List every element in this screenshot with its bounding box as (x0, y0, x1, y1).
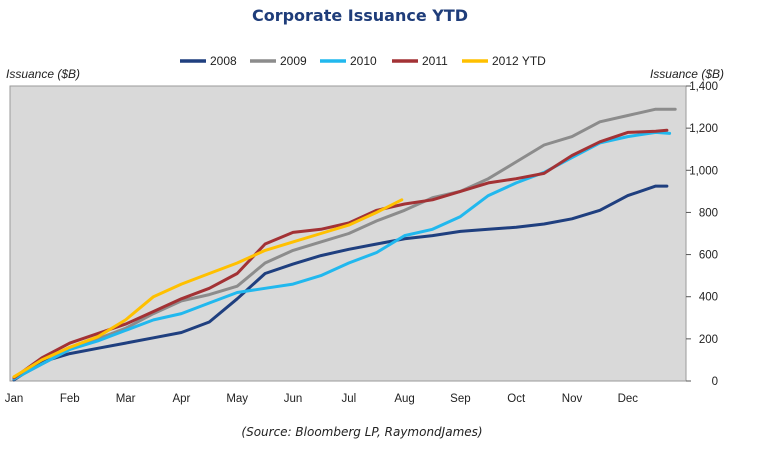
series-line-2012-ytd (12, 198, 404, 379)
x-tick-label: Sep (450, 393, 470, 405)
x-axis-ticks: Jan Feb Mar Apr May Jun Jul Aug Sep Oct Nov Dec (5, 393, 639, 405)
legend-label: 2008 (210, 54, 237, 68)
y-tick-label: 600 (699, 250, 718, 262)
legend: 2008 2009 2010 2011 2012 YTD (180, 54, 546, 68)
series-line-2009 (12, 107, 677, 381)
x-tick-label: Apr (172, 393, 190, 405)
y-tick-label: 800 (699, 207, 718, 219)
y-axis-label-right: Issuance ($B) (650, 67, 724, 81)
x-tick-label: Dec (618, 393, 639, 405)
y-axis-label-left: Issuance ($B) (6, 67, 80, 81)
y-axis-ticks: 0 200 400 600 800 1,000 1,200 1,400 (686, 81, 718, 388)
x-tick-label: Oct (507, 393, 526, 405)
x-tick-label: Feb (60, 393, 80, 405)
y-tick-label: 400 (699, 292, 718, 304)
series-line-2010 (12, 130, 672, 381)
y-tick-label: 1,200 (689, 123, 718, 135)
x-tick-label: Jun (284, 393, 303, 405)
x-tick-label: Nov (562, 393, 583, 405)
y-tick-label: 200 (699, 334, 718, 346)
legend-label: 2010 (350, 54, 377, 68)
legend-label: 2009 (280, 54, 307, 68)
series-line-2008 (12, 184, 669, 382)
series-lines (12, 107, 677, 382)
y-tick-label: 1,400 (689, 81, 718, 93)
source-note: (Source: Bloomberg LP, RaymondJames) (241, 425, 482, 439)
y-tick-label: 0 (712, 376, 718, 388)
x-tick-label: Jul (341, 393, 356, 405)
x-tick-label: Jan (5, 393, 24, 405)
y-tick-label: 1,000 (689, 165, 718, 177)
chart-title: Corporate Issuance YTD (252, 6, 468, 25)
legend-label: 2011 (422, 54, 448, 68)
x-tick-label: Mar (116, 393, 136, 405)
x-tick-label: Aug (394, 393, 414, 405)
series-line-2011 (12, 128, 669, 380)
x-tick-label: May (226, 393, 248, 405)
legend-label: 2012 YTD (492, 54, 546, 68)
